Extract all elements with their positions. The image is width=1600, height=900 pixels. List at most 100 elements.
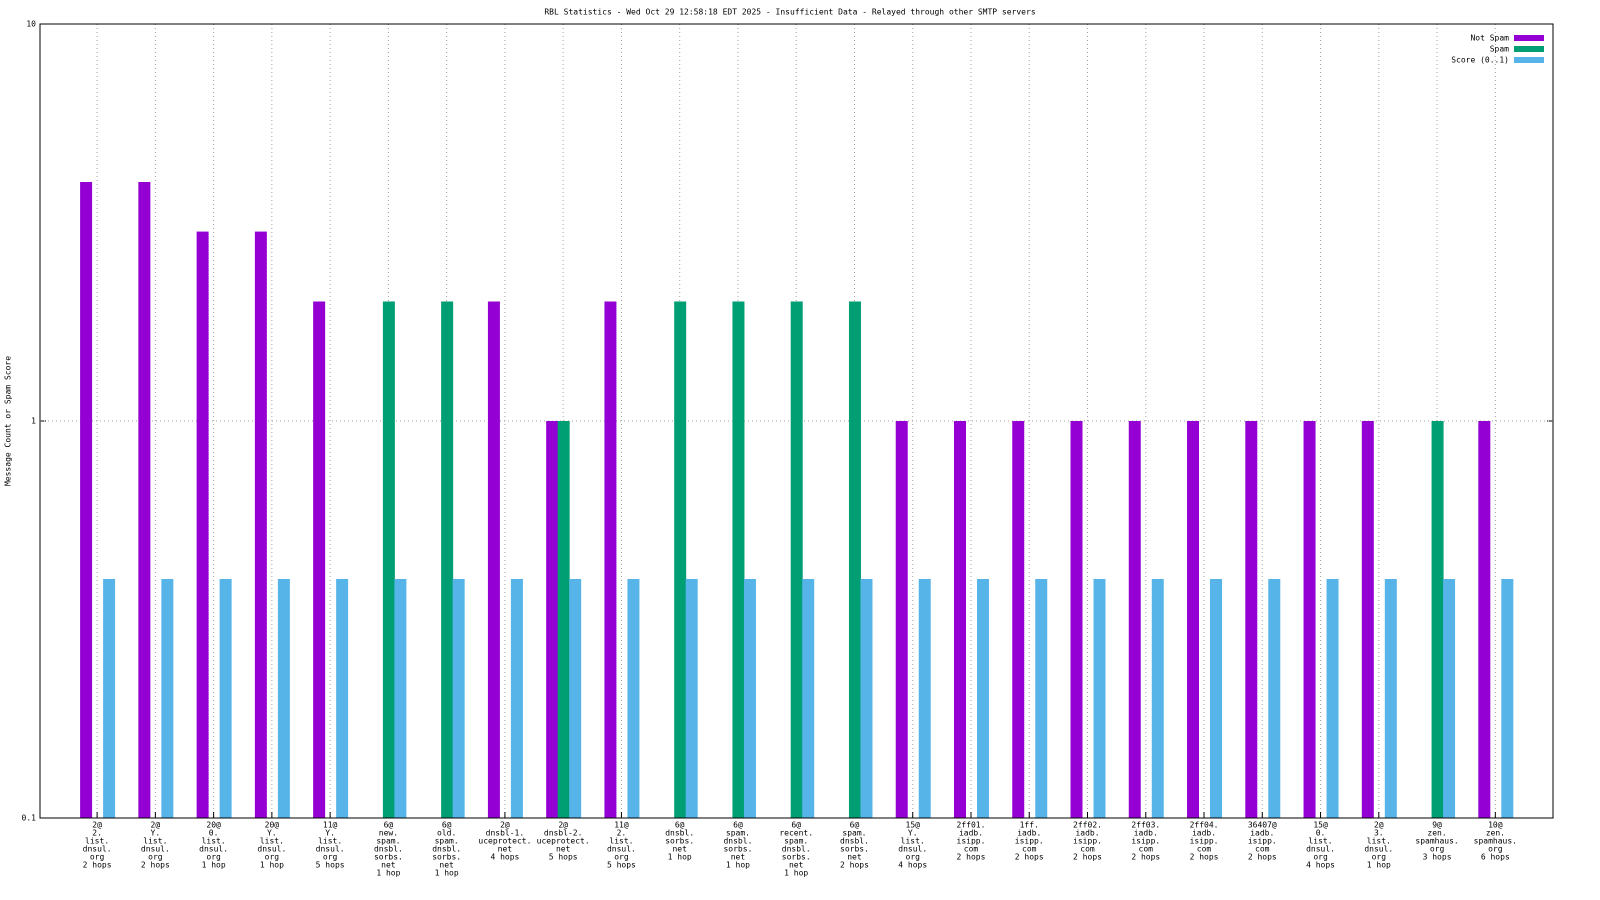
x-tick-label: com bbox=[1139, 845, 1154, 854]
x-tick-label: dnsbl. bbox=[840, 837, 869, 846]
x-tick-label: list. bbox=[85, 837, 109, 846]
x-tick-label: net bbox=[789, 861, 804, 870]
bar bbox=[918, 578, 931, 818]
x-tick-label: spam. bbox=[435, 837, 459, 846]
bar bbox=[1361, 421, 1374, 818]
x-tick-label: 6@ bbox=[850, 821, 860, 830]
bar bbox=[394, 578, 407, 818]
chart-title: RBL Statistics - Wed Oct 29 12:58:18 EDT… bbox=[544, 8, 1035, 17]
bar bbox=[313, 301, 326, 818]
bar bbox=[1093, 578, 1106, 818]
x-tick-label: dnsul. bbox=[898, 845, 927, 854]
y-tick-label: 10 bbox=[26, 20, 36, 29]
x-tick-label: dnsul. bbox=[257, 845, 286, 854]
x-tick-label: 2@ bbox=[151, 821, 161, 830]
bar bbox=[219, 578, 232, 818]
x-tick-label: org bbox=[90, 853, 105, 862]
x-tick-label: net bbox=[439, 861, 454, 870]
x-tick-label: Y. bbox=[908, 829, 918, 838]
x-tick-label: 5 hops bbox=[549, 853, 578, 862]
x-tick-label: 3 hops bbox=[1423, 853, 1452, 862]
legend-label: Spam bbox=[1490, 45, 1509, 54]
bar bbox=[487, 301, 500, 818]
bar bbox=[685, 578, 698, 818]
x-tick-label: dnsbl-2. bbox=[544, 829, 583, 838]
legend-swatch bbox=[1514, 46, 1544, 52]
x-tick-label: zen. bbox=[1427, 829, 1446, 838]
x-tick-label: 2@ bbox=[558, 821, 568, 830]
x-tick-label: 15@ bbox=[906, 821, 921, 830]
x-tick-label: list. bbox=[1308, 837, 1332, 846]
x-tick-label: 20@ bbox=[206, 821, 221, 830]
bar bbox=[452, 578, 465, 818]
bar bbox=[1431, 421, 1444, 818]
x-tick-label: spam. bbox=[376, 837, 400, 846]
x-tick-label: 2ff04. bbox=[1190, 821, 1219, 830]
x-tick-label: 11@ bbox=[614, 821, 629, 830]
bar bbox=[161, 578, 174, 818]
x-tick-label: org bbox=[614, 853, 629, 862]
x-tick-label: 2 hops bbox=[840, 861, 869, 870]
x-tick-label: dnsbl. bbox=[723, 837, 752, 846]
x-tick-label: 2ff01. bbox=[957, 821, 986, 830]
x-tick-label: spam. bbox=[726, 829, 750, 838]
x-tick-label: 6@ bbox=[384, 821, 394, 830]
x-tick-label: 2 hops bbox=[1073, 853, 1102, 862]
bar bbox=[732, 301, 745, 818]
x-tick-label: 15@ bbox=[1313, 821, 1328, 830]
bar bbox=[557, 421, 570, 818]
bar bbox=[976, 578, 989, 818]
x-tick-label: 6@ bbox=[442, 821, 452, 830]
x-tick-label: recent. bbox=[779, 829, 813, 838]
bar bbox=[1128, 421, 1141, 818]
x-tick-label: 2ff02. bbox=[1073, 821, 1102, 830]
x-tick-label: 10@ bbox=[1488, 821, 1503, 830]
x-tick-label: 2 hops bbox=[141, 861, 170, 870]
x-tick-label: 6@ bbox=[791, 821, 801, 830]
x-tick-label: Y. bbox=[325, 829, 335, 838]
x-tick-label: new. bbox=[379, 829, 398, 838]
x-tick-label: 2@ bbox=[500, 821, 510, 830]
x-tick-label: net bbox=[498, 845, 513, 854]
bar bbox=[674, 301, 687, 818]
x-tick-label: dnsul. bbox=[83, 845, 112, 854]
x-tick-label: 2 hops bbox=[1248, 853, 1277, 862]
x-tick-label: 11@ bbox=[323, 821, 338, 830]
bar bbox=[569, 578, 582, 818]
x-tick-label: org bbox=[906, 853, 921, 862]
x-tick-label: dnsbl-1. bbox=[486, 829, 525, 838]
legend-label: Score (0..1) bbox=[1451, 56, 1509, 65]
bar bbox=[1070, 421, 1083, 818]
x-tick-label: spam. bbox=[842, 829, 866, 838]
x-tick-label: list. bbox=[202, 837, 226, 846]
x-tick-label: sorbs. bbox=[432, 853, 461, 862]
x-tick-label: 5 hops bbox=[316, 861, 345, 870]
x-tick-label: dnsul. bbox=[141, 845, 170, 854]
x-tick-label: org bbox=[206, 853, 221, 862]
x-tick-label: dnsul. bbox=[1364, 845, 1393, 854]
x-tick-label: 36407@ bbox=[1248, 821, 1277, 830]
bar bbox=[510, 578, 523, 818]
bar bbox=[1012, 421, 1025, 818]
bar bbox=[1443, 578, 1456, 818]
x-tick-label: list. bbox=[609, 837, 633, 846]
bar bbox=[138, 181, 151, 818]
x-tick-label: org bbox=[1313, 853, 1328, 862]
x-tick-label: isipp. bbox=[957, 837, 986, 846]
x-tick-label: com bbox=[1255, 845, 1270, 854]
x-tick-label: list. bbox=[1367, 837, 1391, 846]
x-tick-label: org bbox=[265, 853, 280, 862]
bar bbox=[277, 578, 290, 818]
x-tick-label: dnsul. bbox=[607, 845, 636, 854]
x-tick-label: 1 hop bbox=[726, 861, 750, 870]
x-tick-label: spam. bbox=[784, 837, 808, 846]
x-tick-label: old. bbox=[437, 829, 456, 838]
x-tick-label: 4 hops bbox=[898, 861, 927, 870]
x-tick-label: 0. bbox=[209, 829, 219, 838]
bar bbox=[254, 231, 267, 818]
x-tick-label: iadb. bbox=[1075, 829, 1099, 838]
x-tick-label: zen. bbox=[1486, 829, 1505, 838]
x-tick-label: 1 hop bbox=[784, 869, 808, 878]
x-tick-label: list. bbox=[318, 837, 342, 846]
bar bbox=[1187, 421, 1200, 818]
